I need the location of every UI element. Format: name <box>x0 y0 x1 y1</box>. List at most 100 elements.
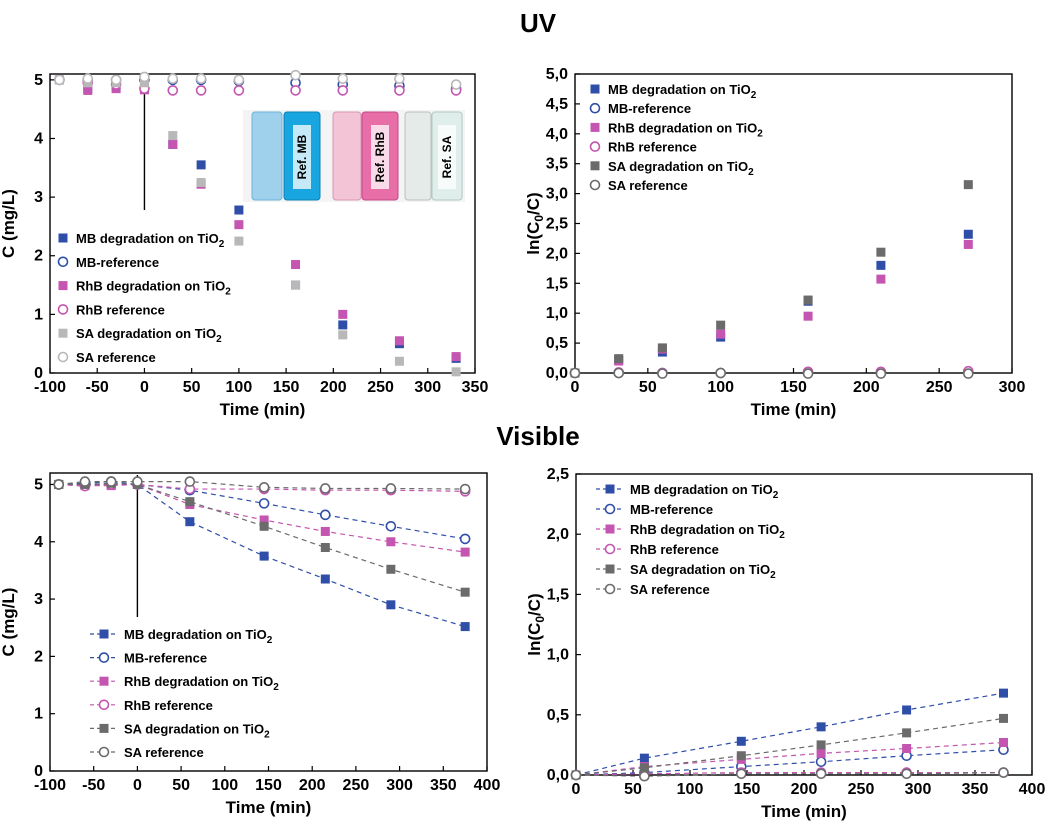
legend-marker <box>99 723 109 733</box>
x-tick-label: 200 <box>853 379 880 396</box>
data-point <box>816 748 826 758</box>
legend-label: MB degradation on TiO2 <box>608 82 757 101</box>
x-tick-label: 200 <box>320 379 347 396</box>
data-point <box>258 482 270 493</box>
data-point <box>460 587 470 597</box>
y-tick-label: 3 <box>34 591 43 608</box>
data-point <box>320 483 331 494</box>
data-point <box>876 247 886 257</box>
data-point <box>815 768 827 780</box>
legend-marker <box>589 179 601 191</box>
legend-label: SA reference <box>630 582 710 597</box>
data-point <box>83 85 93 95</box>
data-point <box>657 368 668 379</box>
data-point <box>386 564 396 574</box>
y-axis-label: ln(C0/C) <box>524 192 546 254</box>
data-point <box>803 311 813 321</box>
data-point <box>185 497 195 507</box>
x-tick-label: -100 <box>34 379 66 396</box>
data-point <box>386 537 396 547</box>
data-point <box>962 368 974 379</box>
data-point <box>999 737 1008 747</box>
data-point <box>139 78 149 88</box>
plot-frame <box>575 473 1033 776</box>
data-point <box>337 85 349 96</box>
x-tick-label: 250 <box>848 781 875 798</box>
series-sa-degradation-on-tio <box>54 478 470 597</box>
legend-marker <box>590 161 600 171</box>
legend-marker <box>57 256 69 268</box>
data-point <box>338 309 348 319</box>
data-point <box>460 622 470 632</box>
x-tick-label: 50 <box>172 777 190 794</box>
series-sa-reference <box>53 476 471 495</box>
x-tick-label: -50 <box>82 777 105 794</box>
data-point <box>167 73 179 84</box>
legend: MB degradation on TiO2 MB-reference RhB de… <box>90 627 279 760</box>
data-point <box>639 763 649 773</box>
legend-label: MB-reference <box>608 101 691 116</box>
x-tick-label: 300 <box>386 777 413 794</box>
data-point <box>233 74 245 86</box>
legend-marker <box>99 676 109 686</box>
inset-label: Ref. MB <box>295 134 309 179</box>
x-tick-label: 100 <box>226 379 253 396</box>
legend-marker <box>604 503 616 515</box>
uv-section-title: UV <box>519 8 557 38</box>
legend-marker <box>99 629 109 639</box>
x-tick-label: 300 <box>414 379 441 396</box>
data-point <box>815 756 827 768</box>
data-point <box>320 509 331 521</box>
data-point <box>291 260 301 270</box>
x-tick-label: 300 <box>999 379 1026 396</box>
legend-marker <box>589 141 601 152</box>
series-line <box>58 483 466 553</box>
x-tick-label: 250 <box>926 379 953 396</box>
data-point <box>168 131 178 141</box>
series-line <box>575 771 1004 776</box>
data-point <box>639 753 649 763</box>
data-point <box>999 688 1008 698</box>
data-point <box>394 85 405 96</box>
y-axis-label: ln(C0/C) <box>525 593 547 655</box>
data-point <box>736 751 746 761</box>
y-tick-label: 2,5 <box>547 466 569 483</box>
legend: MB degradation on TiO2 MB-reference RhB de… <box>57 231 231 365</box>
legend-marker <box>98 699 110 711</box>
data-point <box>338 320 348 330</box>
data-point <box>196 160 206 170</box>
data-point <box>716 320 726 330</box>
data-point <box>816 722 826 732</box>
series-line <box>58 483 466 628</box>
x-tick-label: 100 <box>707 379 734 396</box>
data-point <box>234 236 244 246</box>
data-point <box>570 769 582 781</box>
legend-label: MB degradation on TiO2 <box>124 627 273 646</box>
data-point <box>139 71 150 83</box>
x-tick-label: 50 <box>183 379 201 396</box>
data-point <box>132 476 143 487</box>
series-line <box>575 749 1004 776</box>
x-tick-label: 50 <box>624 781 642 798</box>
y-tick-label: 0 <box>34 763 43 780</box>
data-point <box>736 736 746 746</box>
data-point <box>290 69 301 81</box>
data-point <box>460 547 470 557</box>
x-tick-label: 100 <box>211 777 238 794</box>
data-point <box>79 476 91 487</box>
data-point <box>394 73 405 84</box>
data-point <box>657 343 667 353</box>
inset-label-backing <box>438 125 456 189</box>
legend-label: MB-reference <box>124 651 207 666</box>
legend-marker <box>604 543 616 555</box>
legend-label: SA degradation on TiO2 <box>76 326 222 345</box>
x-tick-label: 0 <box>572 781 581 798</box>
data-point <box>639 770 650 782</box>
legend-marker <box>604 583 616 595</box>
y-tick-label: 5 <box>34 72 43 89</box>
data-point <box>105 476 117 487</box>
legend-label: MB degradation on TiO2 <box>630 482 779 501</box>
x-tick-label: 100 <box>677 781 704 798</box>
series-sa-degradation-on-tio <box>570 180 973 378</box>
x-axis-label: Time (min) <box>751 400 837 419</box>
